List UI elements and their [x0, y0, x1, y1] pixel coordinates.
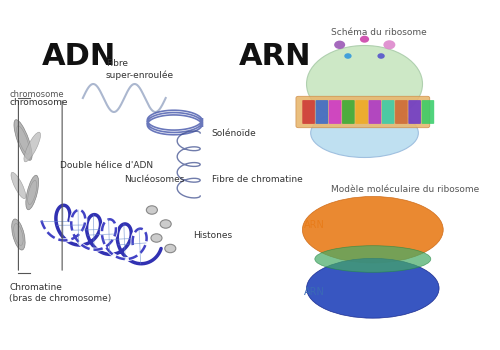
Circle shape [344, 53, 352, 59]
Text: Fibre de chromatine: Fibre de chromatine [212, 175, 302, 184]
Ellipse shape [302, 196, 443, 263]
Text: ARN: ARN [240, 42, 312, 71]
Text: ARN: ARN [304, 220, 324, 231]
Ellipse shape [315, 246, 431, 272]
Circle shape [384, 40, 396, 49]
Text: chromosome: chromosome [9, 98, 68, 107]
FancyBboxPatch shape [302, 100, 315, 124]
Circle shape [334, 41, 345, 49]
Text: chromosome: chromosome [9, 90, 64, 99]
FancyBboxPatch shape [316, 100, 328, 124]
Circle shape [160, 220, 171, 228]
Circle shape [378, 53, 385, 59]
Text: Fibre
super-enroulée: Fibre super-enroulée [106, 60, 174, 79]
FancyBboxPatch shape [329, 100, 342, 124]
FancyBboxPatch shape [395, 100, 407, 124]
Text: Solénoïde: Solénoïde [212, 130, 256, 139]
Text: Double hélice d'ADN: Double hélice d'ADN [60, 161, 153, 170]
FancyBboxPatch shape [422, 100, 434, 124]
Circle shape [360, 36, 369, 43]
Circle shape [165, 244, 176, 253]
Text: Chromatine
(bras de chromosome): Chromatine (bras de chromosome) [9, 284, 112, 303]
Ellipse shape [12, 219, 25, 250]
Text: Schéma du ribosome: Schéma du ribosome [332, 28, 427, 37]
Text: ARN: ARN [304, 287, 324, 297]
Ellipse shape [26, 175, 38, 210]
Ellipse shape [14, 120, 32, 160]
Ellipse shape [11, 172, 26, 199]
Ellipse shape [24, 132, 40, 162]
FancyBboxPatch shape [296, 96, 430, 128]
Text: ADN: ADN [42, 42, 116, 71]
Ellipse shape [310, 108, 418, 158]
Ellipse shape [306, 258, 439, 318]
Ellipse shape [306, 46, 422, 122]
Text: Modèle moléculaire du ribosome: Modèle moléculaire du ribosome [332, 186, 480, 195]
FancyBboxPatch shape [408, 100, 421, 124]
FancyBboxPatch shape [382, 100, 394, 124]
Text: Histones: Histones [194, 231, 232, 240]
FancyBboxPatch shape [368, 100, 381, 124]
Text: Nucléosomes: Nucléosomes [124, 175, 184, 184]
Circle shape [151, 234, 162, 242]
FancyBboxPatch shape [342, 100, 354, 124]
FancyBboxPatch shape [356, 100, 368, 124]
Circle shape [146, 206, 158, 214]
